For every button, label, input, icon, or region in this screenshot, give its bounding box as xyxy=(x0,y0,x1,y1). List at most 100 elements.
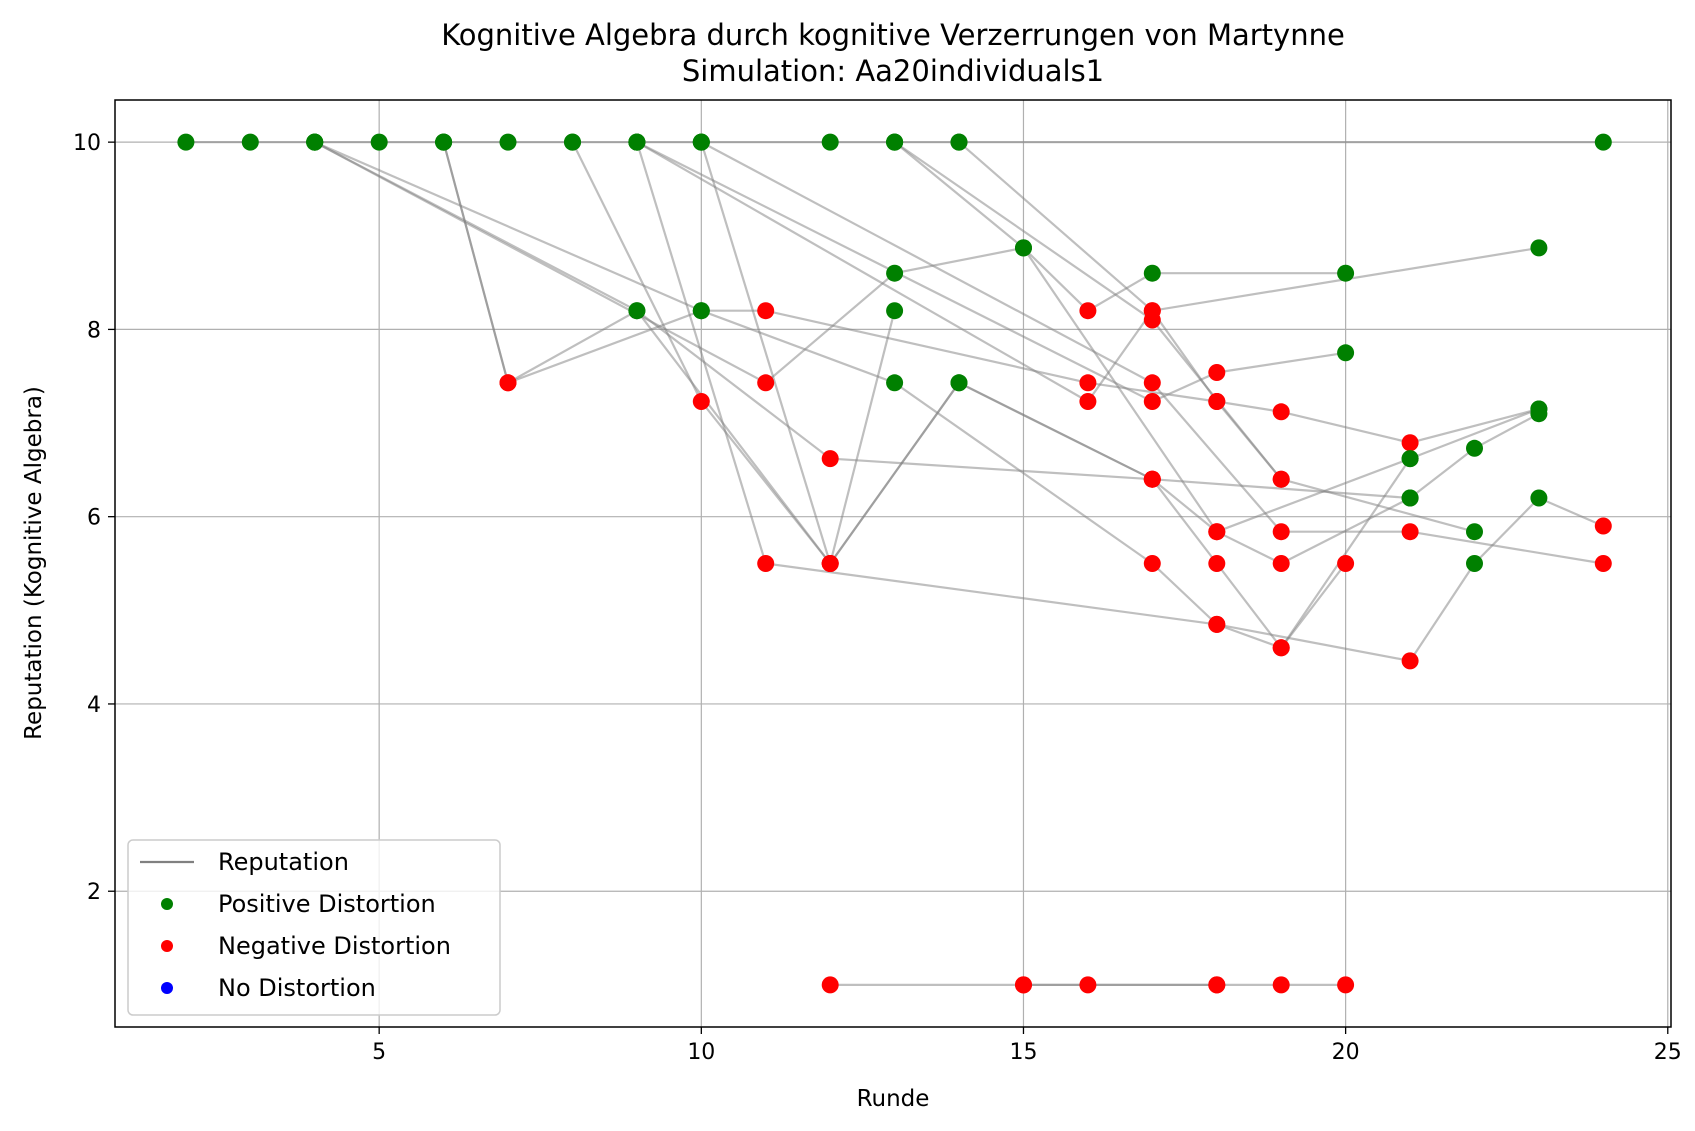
positive-distortion-point xyxy=(1594,133,1612,151)
reputation-line xyxy=(314,141,1346,385)
negative-distortion-point xyxy=(1079,393,1097,410)
negative-distortion-point xyxy=(1272,470,1290,488)
reputation-line xyxy=(700,141,1604,565)
positive-distortion-point xyxy=(1530,239,1548,257)
chart-subtitle: Simulation: Aa20individuals1 xyxy=(682,54,1104,88)
legend-marker-swatch xyxy=(161,982,173,994)
reputation-line xyxy=(636,141,1346,403)
positive-distortion-point xyxy=(628,133,646,151)
negative-distortion-point xyxy=(757,555,775,572)
negative-distortion-point xyxy=(1272,639,1290,657)
positive-distortion-point xyxy=(1466,523,1483,541)
negative-distortion-point xyxy=(1208,555,1226,572)
positive-distortion-point xyxy=(1401,489,1419,507)
chart-title: Kognitive Algebra durch kognitive Verzer… xyxy=(441,18,1345,52)
positive-distortion-point xyxy=(692,302,710,320)
negative-distortion-point xyxy=(1015,976,1032,994)
reputation-line xyxy=(893,141,1475,533)
x-tick-label: 20 xyxy=(1332,1040,1360,1065)
plot-frame xyxy=(114,99,1672,1028)
positive-distortion-point xyxy=(950,133,968,151)
positive-distortion-point xyxy=(886,133,904,151)
positive-distortion-point xyxy=(1530,400,1548,418)
negative-distortion-point xyxy=(821,555,839,572)
reputation-line xyxy=(635,141,1347,650)
positive-distortion-point xyxy=(886,264,904,282)
negative-distortion-point xyxy=(1208,364,1226,381)
y-tick-label: 8 xyxy=(87,318,101,343)
reputation-line xyxy=(442,141,1412,650)
negative-distortion-point xyxy=(1208,523,1226,541)
y-tick-label: 10 xyxy=(73,131,101,156)
negative-distortion-point xyxy=(1208,615,1226,633)
negative-distortion-point xyxy=(1143,374,1161,392)
legend-label: Positive Distortion xyxy=(218,890,436,918)
reputation-line xyxy=(958,141,1283,480)
y-axis-label: Reputation (Kognitive Algebra) xyxy=(21,386,47,740)
positive-distortion-point xyxy=(692,133,710,151)
positive-distortion-point xyxy=(370,133,388,151)
negative-distortion-point xyxy=(1079,976,1097,994)
legend-marker-swatch xyxy=(161,940,173,952)
axis-ticks: 5 10 15 20 25 2 4 6 8 10 xyxy=(73,131,1682,1065)
positive-distortion-point xyxy=(628,302,646,320)
negative-distortion-point xyxy=(757,302,775,320)
negative-distortion-point xyxy=(499,374,517,392)
negative-distortion-point xyxy=(1272,976,1290,994)
positive-distortion-point xyxy=(1466,555,1483,572)
positive-distortion-point xyxy=(1466,439,1483,457)
negative-distortion-point xyxy=(1337,976,1355,994)
x-tick-label: 15 xyxy=(1009,1040,1037,1065)
legend: Reputation Positive Distortion Negative Di… xyxy=(127,839,501,1016)
negative-distortion-point xyxy=(1272,555,1290,572)
reputation-line xyxy=(442,141,1540,444)
negative-distortion-point xyxy=(1143,470,1161,488)
negative-distortion-point xyxy=(1143,393,1161,410)
x-tick-label: 10 xyxy=(687,1040,715,1065)
positive-distortion-point xyxy=(1401,450,1419,468)
negative-distortion-point xyxy=(1079,374,1097,392)
negative-distortion-point xyxy=(692,393,710,410)
x-tick-label: 5 xyxy=(372,1040,386,1065)
y-tick-label: 6 xyxy=(87,506,101,531)
data-points xyxy=(177,133,1612,994)
positive-distortion-point xyxy=(499,133,517,151)
positive-distortion-point xyxy=(435,133,453,151)
negative-distortion-point xyxy=(1337,555,1355,572)
positive-distortion-point xyxy=(1337,264,1355,282)
positive-distortion-point xyxy=(821,133,839,151)
x-tick-label: 25 xyxy=(1654,1040,1682,1065)
positive-distortion-point xyxy=(1143,264,1161,282)
legend-label: No Distortion xyxy=(218,974,376,1002)
reputation-line xyxy=(893,141,1411,565)
positive-distortion-point xyxy=(950,374,968,392)
legend-box xyxy=(127,839,501,1016)
x-axis-label: Runde xyxy=(857,1086,930,1112)
reputation-line xyxy=(314,141,1540,500)
negative-distortion-point xyxy=(1594,517,1612,535)
y-tick-label: 2 xyxy=(87,880,101,905)
positive-distortion-point xyxy=(241,133,259,151)
negative-distortion-point xyxy=(1272,523,1290,541)
negative-distortion-point xyxy=(1143,302,1161,320)
negative-distortion-point xyxy=(1079,302,1097,320)
negative-distortion-point xyxy=(1594,555,1612,572)
negative-distortion-point xyxy=(821,450,839,468)
negative-distortion-point xyxy=(1401,434,1419,452)
legend-label: Negative Distortion xyxy=(218,932,451,960)
y-tick-label: 4 xyxy=(87,693,101,718)
positive-distortion-point xyxy=(306,133,324,151)
negative-distortion-point xyxy=(1143,555,1161,572)
positive-distortion-point xyxy=(886,374,904,392)
reputation-line xyxy=(571,141,896,566)
negative-distortion-point xyxy=(757,374,775,392)
negative-distortion-point xyxy=(1208,393,1226,410)
negative-distortion-point xyxy=(1272,403,1290,421)
reputation-line xyxy=(314,141,1604,663)
negative-distortion-point xyxy=(821,976,839,994)
negative-distortion-point xyxy=(1401,652,1419,670)
legend-marker-swatch xyxy=(161,898,173,910)
legend-label: Reputation xyxy=(218,848,349,876)
negative-distortion-point xyxy=(1208,976,1226,994)
